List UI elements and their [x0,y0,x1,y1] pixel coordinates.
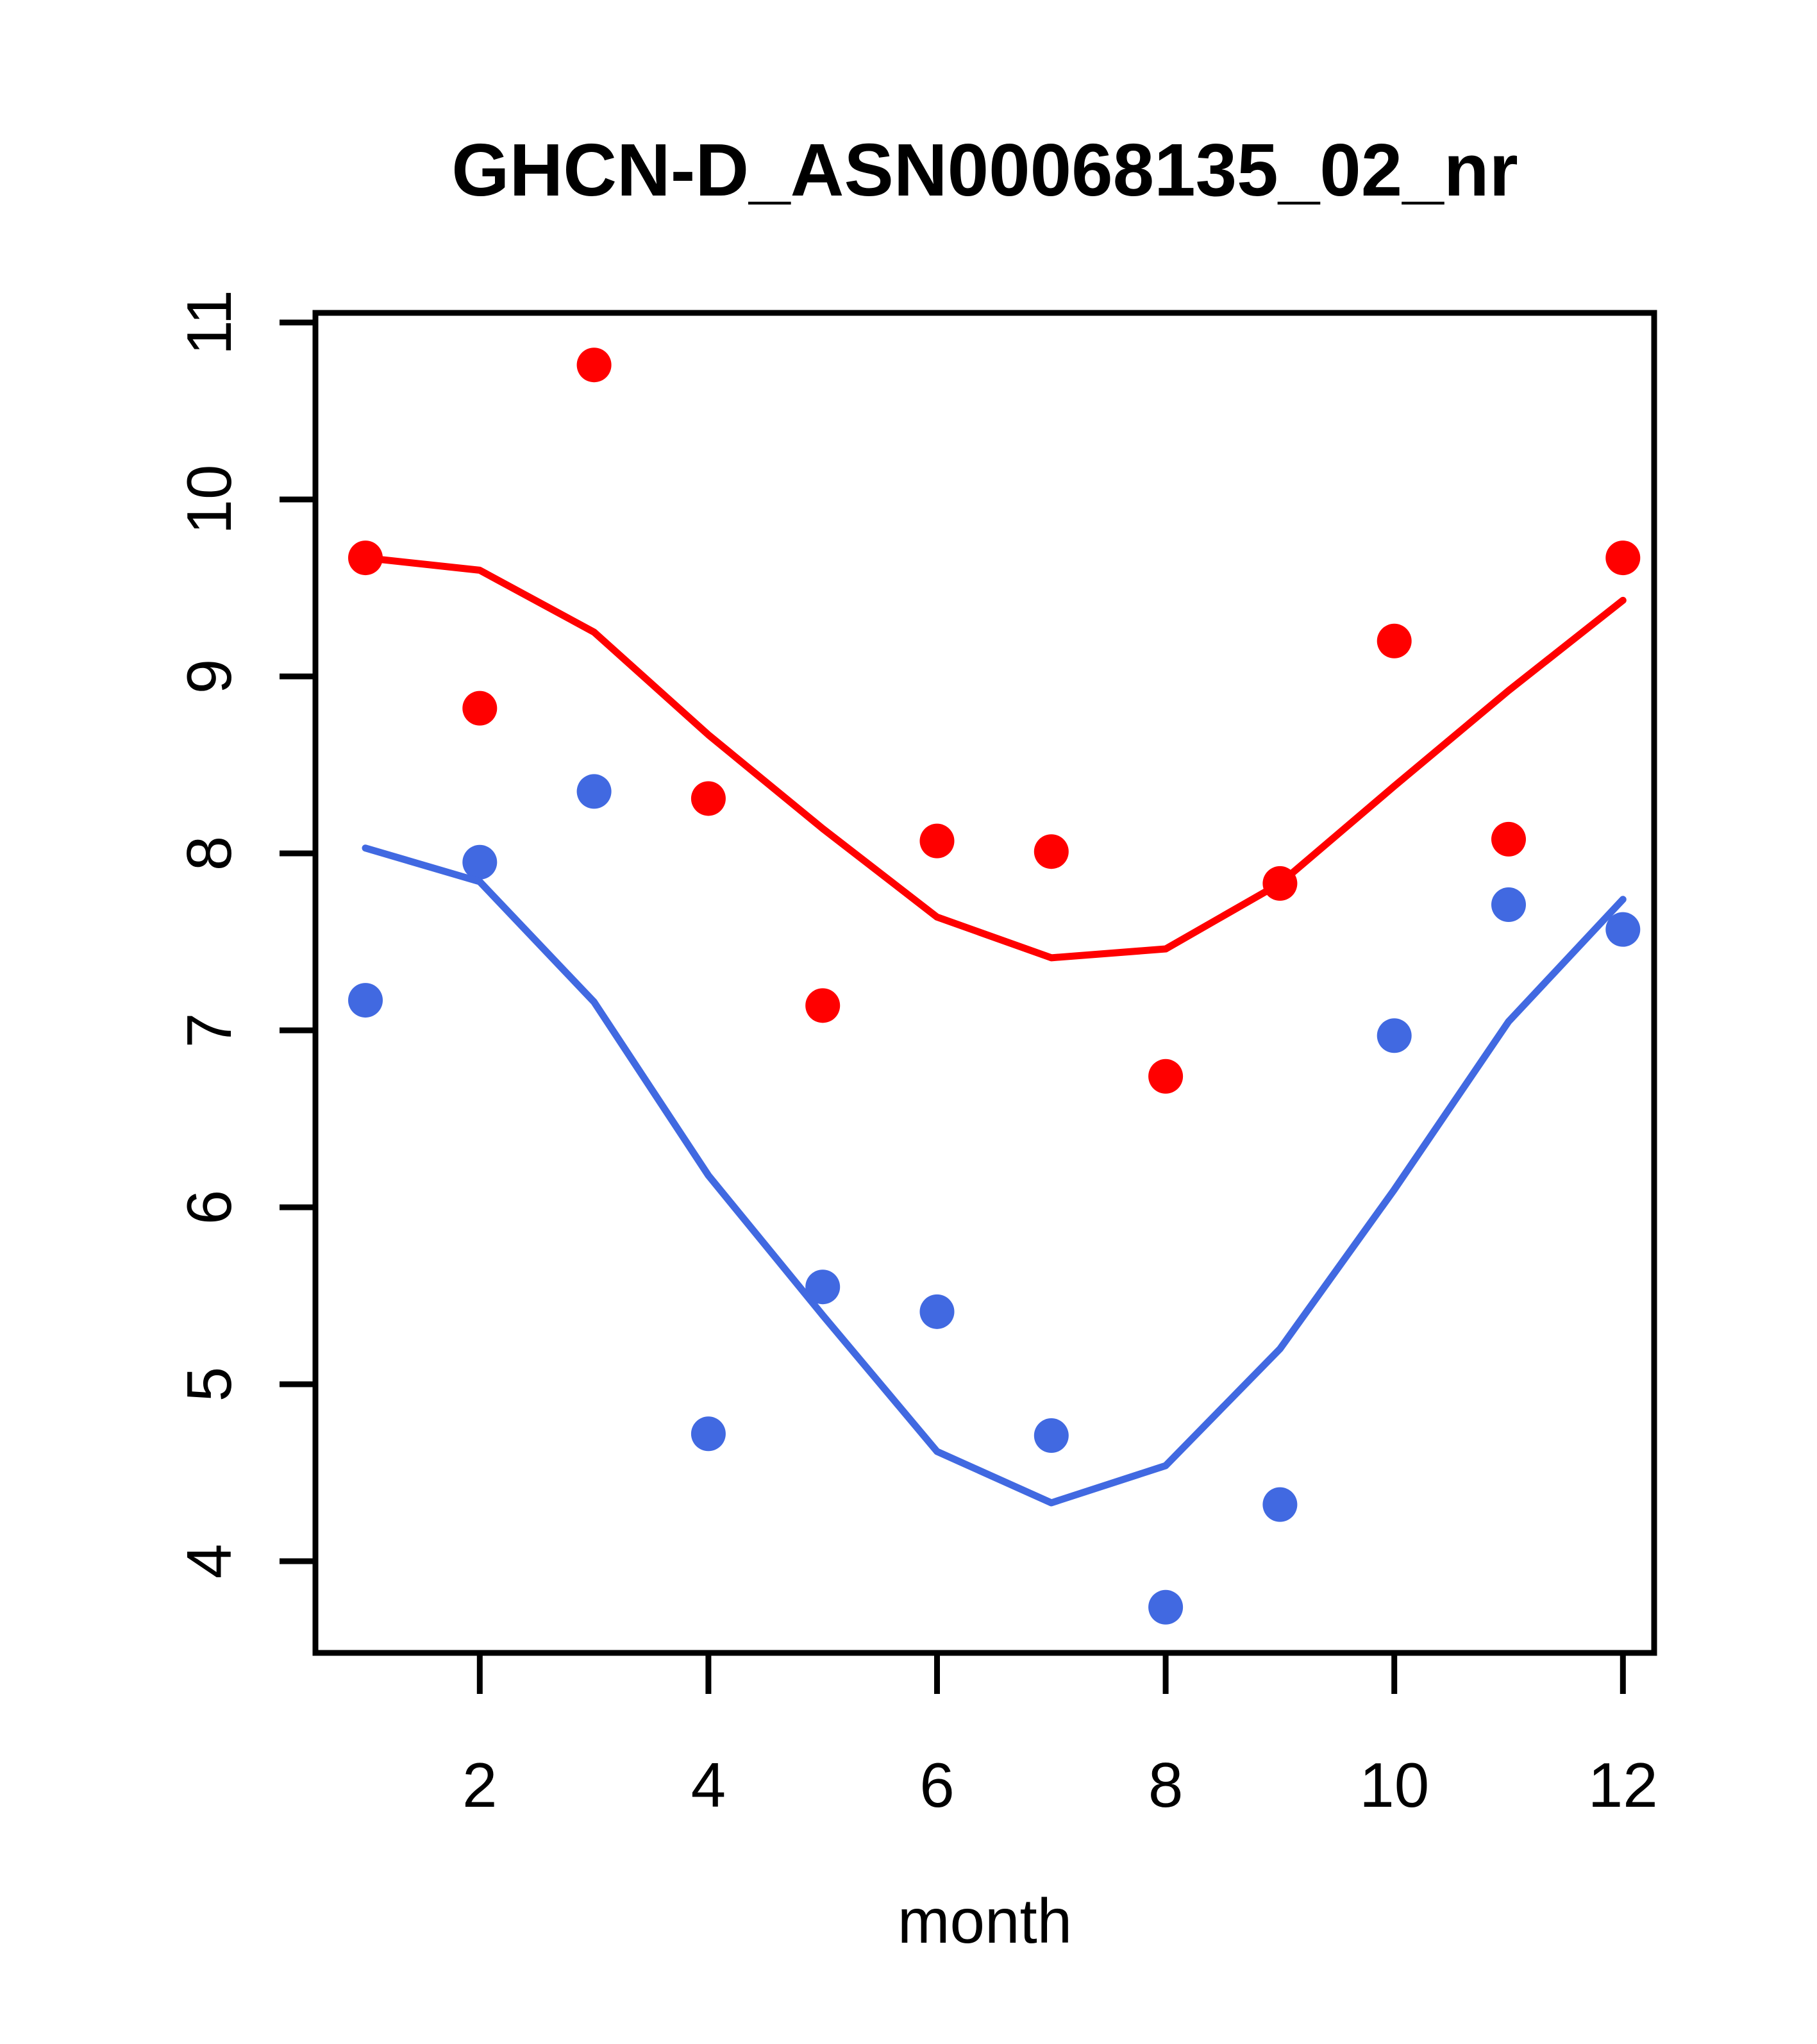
y-axis-ticks: 4 5 6 7 8 9 10 11 [174,290,315,1579]
blue-point [691,1416,726,1452]
blue-point [1377,1018,1412,1053]
x-tick-label: 2 [462,1750,498,1820]
x-axis-label: month [898,1886,1072,1956]
red-points-group [348,348,1641,1094]
data-series-layer [348,348,1641,1625]
red-smooth-line [362,554,1627,962]
blue-points-group [348,774,1641,1625]
red-point [462,691,498,726]
red-point [1491,821,1526,857]
red-point [1034,834,1069,869]
x-tick-label: 8 [1148,1750,1184,1820]
blue-point [1262,1487,1298,1522]
y-tick-label: 5 [174,1367,244,1402]
y-tick-label: 4 [174,1544,244,1579]
red-point [919,823,955,859]
y-tick-label: 9 [174,659,244,694]
y-tick-label: 10 [174,464,244,534]
blue-smooth-line [362,844,1627,1507]
red-point [576,348,612,383]
x-tick-label: 6 [919,1750,955,1820]
y-tick-label: 6 [174,1190,244,1225]
plot-box [312,310,1657,1656]
red-point [1377,623,1412,658]
blue-point [1148,1589,1184,1625]
blue-point [348,983,383,1018]
x-tick-label: 4 [691,1750,726,1820]
blue-point [1034,1418,1069,1453]
x-axis-ticks: 2 4 6 8 10 12 [462,1653,1658,1820]
blue-point [919,1294,955,1329]
y-tick-label: 7 [174,1013,244,1048]
blue-point [576,774,612,809]
x-tick-label: 12 [1588,1750,1658,1820]
red-point [1148,1059,1184,1094]
y-tick-label: 11 [174,290,244,355]
blue-point [462,844,498,880]
blue-point [1605,912,1641,947]
blue-point [1491,887,1526,923]
red-point [805,988,841,1023]
red-point [691,781,726,816]
red-point [1605,540,1641,576]
chart-title: GHCN-D_ASN00068135_02_nr [451,128,1518,212]
y-tick-label: 8 [174,836,244,871]
x-tick-label: 10 [1359,1750,1429,1820]
blue-point [805,1269,841,1305]
